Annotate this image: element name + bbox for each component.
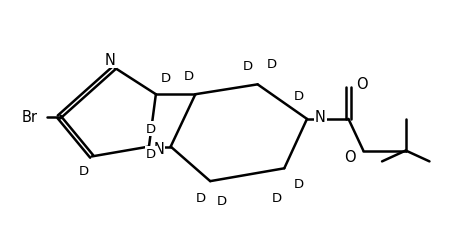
Text: Br: Br [21, 110, 37, 125]
Text: D: D [161, 72, 170, 85]
Text: N: N [153, 142, 164, 156]
Text: D: D [146, 147, 156, 160]
Text: D: D [271, 191, 281, 205]
Text: D: D [216, 195, 226, 207]
Text: D: D [183, 70, 193, 83]
Text: D: D [294, 177, 304, 190]
Text: D: D [266, 58, 276, 71]
Text: D: D [294, 89, 304, 102]
Text: N: N [314, 110, 325, 125]
Text: O: O [343, 149, 354, 164]
Text: D: D [195, 191, 205, 205]
Text: D: D [242, 60, 252, 73]
Text: O: O [356, 76, 367, 91]
Text: N: N [105, 53, 115, 68]
Text: D: D [146, 123, 156, 136]
Text: D: D [78, 164, 89, 177]
